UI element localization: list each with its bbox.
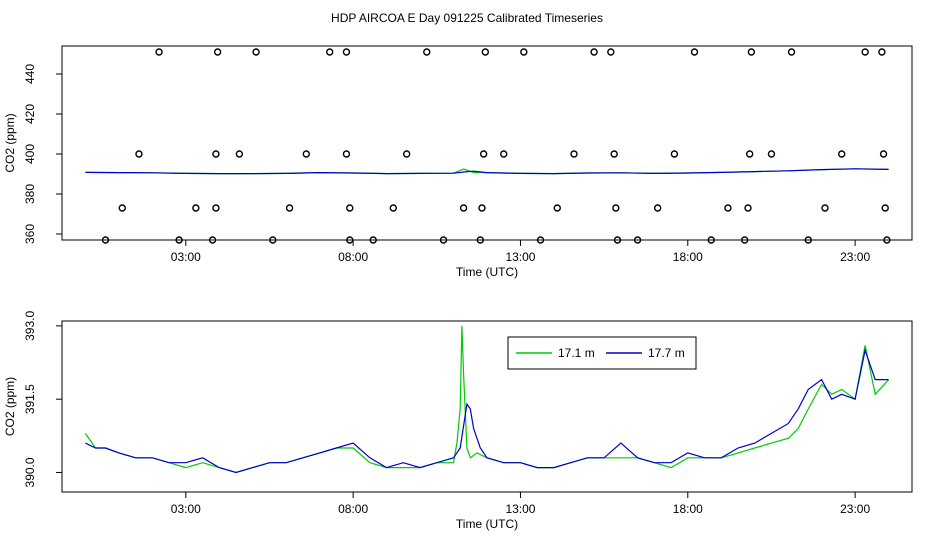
y-tick-label: 390.0	[23, 457, 37, 487]
y-tick-label: 400	[23, 144, 37, 164]
data-point	[346, 204, 354, 212]
data-point	[155, 48, 163, 56]
data-point	[101, 236, 110, 244]
data-point	[633, 236, 642, 244]
data-point	[613, 236, 622, 244]
data-point	[439, 236, 448, 244]
data-point	[342, 150, 351, 158]
y-axis-label: CO2 (ppm)	[3, 377, 17, 436]
y-tick-label: 380	[23, 184, 37, 204]
data-point	[520, 48, 528, 56]
x-tick-label: 13:00	[505, 250, 535, 264]
y-tick-label: 360	[23, 224, 37, 244]
data-point	[478, 204, 486, 212]
series-line-1	[84, 325, 890, 474]
data-point	[536, 236, 545, 244]
data-point	[707, 236, 715, 244]
x-tick-label: 18:00	[673, 502, 703, 516]
data-point	[459, 204, 468, 212]
data-point	[476, 236, 485, 244]
series-line-2	[85, 168, 889, 175]
data-point	[135, 150, 143, 158]
data-point	[553, 204, 561, 212]
data-point	[175, 236, 183, 244]
legend: 17.1 m 17.7 m	[507, 336, 697, 370]
x-tick-label: 18:00	[673, 250, 703, 264]
data-point	[883, 236, 891, 244]
data-point	[804, 236, 812, 244]
data-point	[570, 150, 578, 158]
data-point	[612, 204, 620, 212]
y-tick-label: 440	[23, 64, 37, 84]
data-point	[838, 150, 846, 158]
data-point	[326, 48, 334, 56]
plot-frame	[61, 320, 913, 493]
x-tick-label: 08:00	[338, 502, 368, 516]
x-tick-label: 03:00	[171, 250, 201, 264]
data-point	[740, 236, 749, 244]
data-point	[269, 236, 277, 244]
data-point	[879, 150, 888, 158]
data-point	[590, 48, 598, 56]
co2-overview-panel: 03:00 08:00 13:00 18:00 23:00 360 380 400 420 440…	[3, 45, 913, 279]
data-point	[724, 204, 732, 212]
legend-label-2: 17.7 m	[648, 346, 685, 360]
legend-label-1: 17.1 m	[558, 346, 595, 360]
x-axis-label: Time (UTC)	[456, 517, 518, 531]
x-tick-label: 23:00	[840, 250, 870, 264]
data-point	[861, 48, 869, 56]
data-point	[500, 150, 508, 158]
y-tick-label: 393.0	[23, 311, 37, 341]
co2-detail-panel: 03:00 08:00 13:00 18:00 23:00 390.0 391.5 393.0…	[3, 311, 913, 531]
data-point	[744, 204, 752, 212]
data-point	[192, 204, 200, 212]
x-tick-label: 08:00	[338, 250, 368, 264]
data-point	[302, 150, 310, 158]
series-line-2	[85, 348, 889, 474]
data-point	[747, 48, 756, 56]
data-point	[118, 204, 126, 212]
x-tick-label: 23:00	[840, 502, 870, 516]
figure-title: HDP AIRCOA E Day 091225 Calibrated Times…	[331, 11, 603, 25]
data-point	[767, 150, 776, 158]
data-point	[342, 48, 351, 56]
data-point	[402, 150, 411, 158]
data-point	[252, 48, 260, 56]
y-axis-label: CO2 (ppm)	[3, 113, 17, 172]
data-point	[285, 204, 294, 212]
data-point	[690, 48, 699, 56]
data-point	[610, 150, 618, 158]
data-point	[670, 150, 679, 158]
data-point	[213, 48, 222, 56]
data-point	[346, 236, 354, 244]
data-point	[479, 150, 488, 158]
data-point	[787, 48, 796, 56]
x-axis-label: Time (UTC)	[456, 265, 518, 279]
data-point	[389, 204, 397, 212]
data-point	[208, 236, 217, 244]
data-point	[653, 204, 662, 212]
data-point	[745, 150, 754, 158]
data-point	[878, 48, 886, 56]
data-point	[821, 204, 829, 212]
data-point	[235, 150, 244, 158]
data-point	[481, 48, 490, 56]
data-point	[423, 48, 431, 56]
data-point	[212, 150, 220, 158]
x-tick-label: 03:00	[171, 502, 201, 516]
data-point	[881, 204, 889, 212]
data-point	[607, 48, 615, 56]
y-tick-label: 391.5	[23, 384, 37, 414]
y-tick-label: 420	[23, 104, 37, 124]
plot-frame	[61, 45, 913, 241]
x-tick-label: 13:00	[505, 502, 535, 516]
data-point	[369, 236, 377, 244]
data-point	[212, 204, 220, 212]
